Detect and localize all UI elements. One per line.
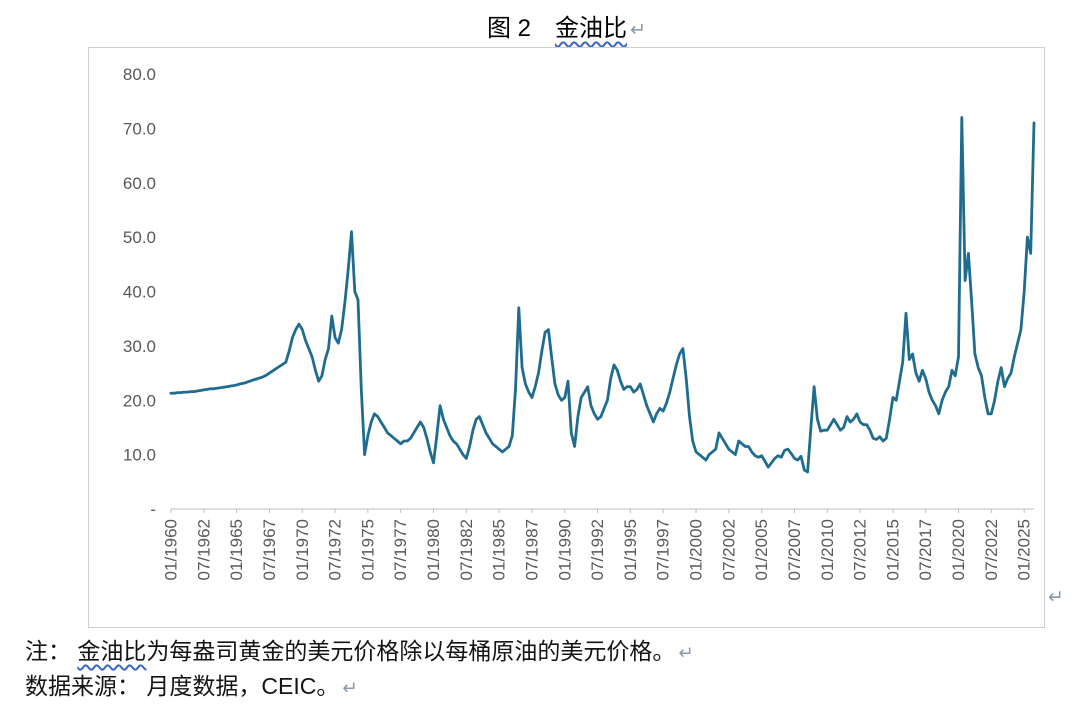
svg-text:01/1975: 01/1975: [358, 519, 377, 580]
svg-text:01/2015: 01/2015: [883, 519, 902, 580]
svg-text:07/1992: 07/1992: [588, 519, 607, 580]
note-prefix: 注：: [25, 638, 78, 664]
svg-text:-: -: [150, 500, 156, 519]
svg-text:01/2020: 01/2020: [949, 519, 968, 580]
svg-text:07/1967: 07/1967: [260, 519, 279, 580]
svg-text:80.0: 80.0: [123, 65, 156, 84]
svg-text:01/1985: 01/1985: [490, 519, 509, 580]
svg-text:30.0: 30.0: [123, 337, 156, 356]
source-text: 数据来源： 月度数据，CEIC。: [25, 673, 340, 699]
note-highlight: 金油比: [77, 638, 147, 664]
svg-text:01/1980: 01/1980: [424, 519, 443, 580]
svg-text:07/1977: 07/1977: [391, 519, 410, 580]
paragraph-mark-icon: ↵: [342, 677, 358, 698]
svg-text:07/1982: 07/1982: [457, 519, 476, 580]
paragraph-mark-icon: ↵: [678, 642, 694, 663]
svg-text:01/2000: 01/2000: [687, 519, 706, 580]
svg-text:07/2007: 07/2007: [785, 519, 804, 580]
svg-text:07/1987: 07/1987: [522, 519, 541, 580]
svg-text:07/2012: 07/2012: [851, 519, 870, 580]
note-line-definition: 注： 金油比为每盎司黄金的美元价格除以每桶原油的美元价格。 ↵: [25, 632, 694, 666]
svg-text:01/2005: 01/2005: [752, 519, 771, 580]
svg-text:01/1990: 01/1990: [555, 519, 574, 580]
chart-title: 图 2 金油比 ↵: [88, 8, 1045, 43]
svg-text:07/1972: 07/1972: [326, 519, 345, 580]
svg-text:07/2002: 07/2002: [719, 519, 738, 580]
svg-text:01/2010: 01/2010: [818, 519, 837, 580]
chart-title-highlight: 金油比: [554, 15, 627, 42]
svg-text:20.0: 20.0: [123, 391, 156, 410]
svg-text:01/1965: 01/1965: [227, 519, 246, 580]
svg-text:50.0: 50.0: [123, 228, 156, 247]
paragraph-mark-icon: ↵: [629, 20, 647, 41]
svg-text:01/1960: 01/1960: [162, 519, 181, 580]
svg-text:01/1970: 01/1970: [293, 519, 312, 580]
svg-text:01/1995: 01/1995: [621, 519, 640, 580]
chart-title-prefix: 图 2: [486, 15, 555, 42]
chart-svg: 80.0 70.0 60.0 50.0 40.0 30.0 20.0 10.0 -01/1960…: [123, 65, 1036, 580]
svg-text:10.0: 10.0: [123, 446, 156, 465]
svg-text:07/2022: 07/2022: [982, 519, 1001, 580]
chart-area: 80.0 70.0 60.0 50.0 40.0 30.0 20.0 10.0 -01/1960…: [88, 47, 1045, 628]
svg-text:70.0: 70.0: [123, 119, 156, 138]
note-text: 为每盎司黄金的美元价格除以每桶原油的美元价格。: [146, 638, 676, 664]
svg-text:60.0: 60.0: [123, 174, 156, 193]
paragraph-mark-icon: ↵: [1048, 587, 1064, 608]
svg-text:01/2025: 01/2025: [1015, 519, 1034, 580]
note-line-source: 数据来源： 月度数据，CEIC。 ↵: [25, 667, 358, 701]
svg-text:07/1997: 07/1997: [654, 519, 673, 580]
svg-text:07/2017: 07/2017: [916, 519, 935, 580]
svg-text:40.0: 40.0: [123, 283, 156, 302]
svg-text:07/1962: 07/1962: [194, 519, 213, 580]
